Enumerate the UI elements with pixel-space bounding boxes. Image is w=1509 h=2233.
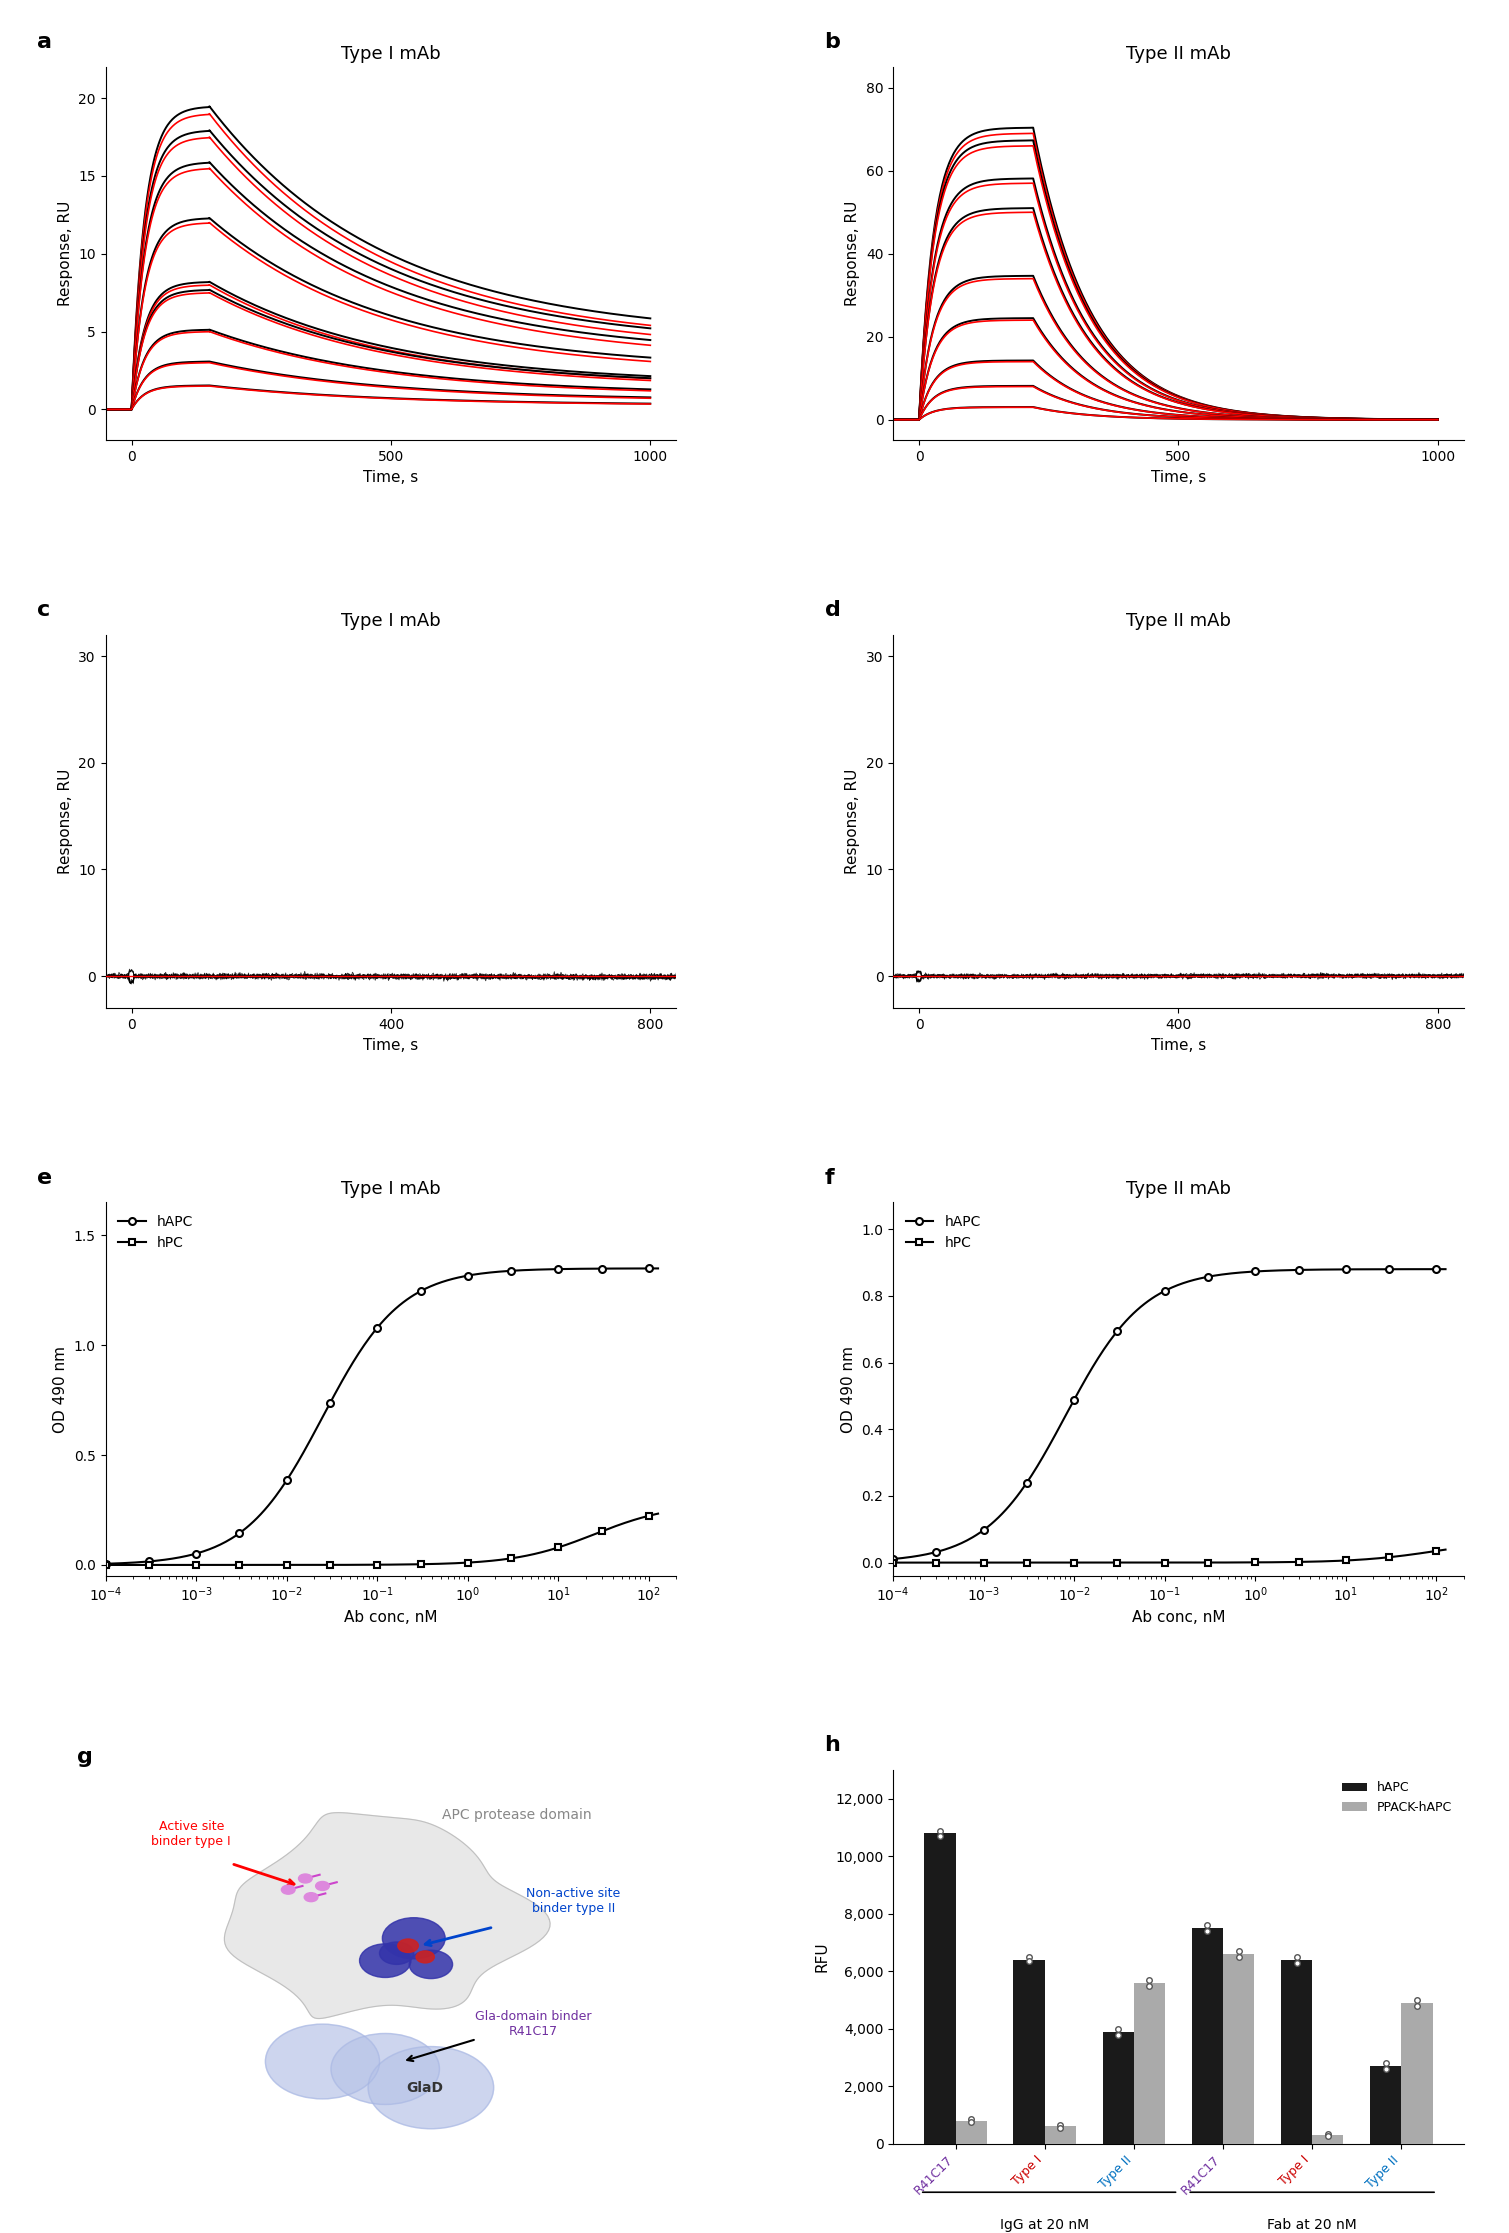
Circle shape [359, 1945, 410, 1978]
X-axis label: Ab conc, nM: Ab conc, nM [1132, 1610, 1225, 1626]
Bar [925, 1833, 955, 2144]
Y-axis label: Response, RU: Response, RU [57, 768, 72, 873]
X-axis label: Time, s: Time, s [1151, 469, 1206, 485]
Text: a: a [38, 31, 53, 51]
Circle shape [281, 1885, 296, 1894]
Text: Gla-domain binder
R41C17: Gla-domain binder R41C17 [475, 2010, 592, 2039]
Text: b: b [824, 31, 841, 51]
Y-axis label: Response, RU: Response, RU [845, 201, 860, 306]
Bar [1192, 1929, 1222, 2144]
Bar [1014, 1961, 1044, 2144]
Bar [1402, 2003, 1432, 2144]
Bar [1222, 1954, 1254, 2144]
Text: e: e [38, 1168, 53, 1188]
Bar [1281, 1961, 1313, 2144]
Bar [955, 2121, 987, 2144]
Y-axis label: Response, RU: Response, RU [57, 201, 72, 306]
Title: Type II mAb: Type II mAb [1126, 1179, 1231, 1199]
Circle shape [380, 1943, 413, 1965]
Circle shape [382, 1918, 445, 1958]
Text: Non-active site
binder type II: Non-active site binder type II [527, 1887, 620, 1916]
Bar [1103, 2032, 1133, 2144]
Text: Fab at 20 nM: Fab at 20 nM [1268, 2217, 1357, 2233]
X-axis label: Ab conc, nM: Ab conc, nM [344, 1610, 438, 1626]
Title: Type I mAb: Type I mAb [341, 45, 441, 63]
Text: g: g [77, 1746, 94, 1766]
Circle shape [299, 1873, 312, 1882]
Circle shape [315, 1882, 329, 1891]
Circle shape [416, 1952, 435, 1963]
Text: c: c [38, 601, 50, 621]
Text: Active site
binder type I: Active site binder type I [151, 1820, 231, 1847]
X-axis label: Time, s: Time, s [1151, 1038, 1206, 1052]
Text: f: f [824, 1168, 834, 1188]
Legend: hAPC, PPACK-hAPC: hAPC, PPACK-hAPC [1337, 1777, 1458, 1818]
Title: Type I mAb: Type I mAb [341, 1179, 441, 1199]
Legend: hAPC, hPC: hAPC, hPC [113, 1210, 199, 1255]
Title: Type II mAb: Type II mAb [1126, 45, 1231, 63]
Y-axis label: Response, RU: Response, RU [845, 768, 860, 873]
Bar [1313, 2135, 1343, 2144]
Y-axis label: OD 490 nm: OD 490 nm [53, 1346, 68, 1434]
Text: d: d [824, 601, 841, 621]
Circle shape [305, 1894, 318, 1903]
Bar [1370, 2066, 1402, 2144]
Y-axis label: OD 490 nm: OD 490 nm [841, 1346, 856, 1434]
X-axis label: Time, s: Time, s [364, 1038, 418, 1052]
Circle shape [266, 2023, 380, 2099]
Circle shape [398, 1938, 418, 1952]
Circle shape [409, 1949, 453, 1978]
Text: GlaD: GlaD [407, 2081, 444, 2095]
X-axis label: Time, s: Time, s [364, 469, 418, 485]
Text: h: h [824, 1735, 841, 1755]
Polygon shape [225, 1813, 551, 2019]
Bar [1133, 1983, 1165, 2144]
Circle shape [368, 2048, 493, 2128]
Title: Type I mAb: Type I mAb [341, 612, 441, 630]
Y-axis label: RFU: RFU [815, 1943, 830, 1972]
Legend: hAPC, hPC: hAPC, hPC [899, 1210, 987, 1255]
Title: Type II mAb: Type II mAb [1126, 612, 1231, 630]
Text: IgG at 20 nM: IgG at 20 nM [1000, 2217, 1089, 2233]
Text: APC protease domain: APC protease domain [442, 1809, 592, 1822]
Bar [1044, 2126, 1076, 2144]
Circle shape [330, 2034, 439, 2103]
